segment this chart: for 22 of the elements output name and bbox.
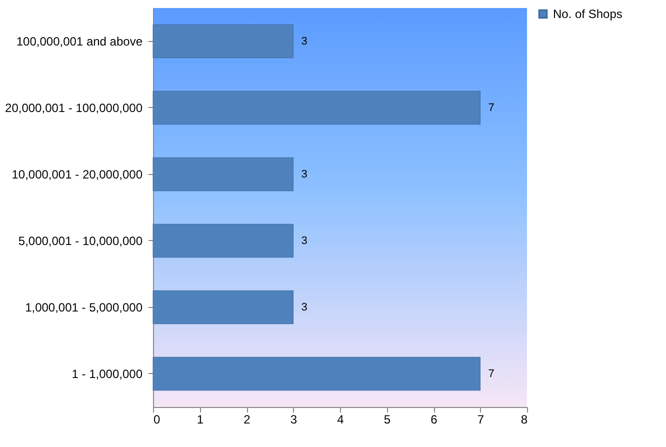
data-label: 7: [488, 102, 494, 114]
x-tick-label: 8: [520, 412, 528, 426]
y-tick-label: 10,000,001 - 20,000,000: [12, 167, 143, 182]
x-tick-label: 5: [384, 412, 391, 426]
legend-label: No. of Shops: [553, 7, 622, 21]
y-tick-label: 100,000,001 and above: [16, 34, 143, 48]
data-label: 3: [301, 168, 308, 180]
x-tick-label: 0: [154, 412, 160, 426]
data-label: 7: [488, 368, 494, 380]
x-tick-label: 6: [430, 412, 438, 426]
y-tick-label: 5,000,001 - 10,000,000: [18, 234, 143, 248]
y-tick-label: 1 - 1,000,000: [72, 366, 143, 381]
data-label: 3: [301, 234, 308, 247]
data-label: 3: [301, 301, 308, 314]
y-tick-label: 20,000,001 - 100,000,000: [5, 100, 143, 115]
data-label: 3: [301, 35, 308, 48]
x-tick-label: 7: [477, 412, 484, 426]
y-tick-label: 1,000,001 - 5,000,000: [25, 300, 143, 314]
x-tick-label: 4: [337, 412, 344, 426]
x-tick-label: 2: [244, 412, 251, 426]
x-tick-label: 1: [196, 412, 204, 426]
x-tick-label: 3: [290, 412, 298, 426]
